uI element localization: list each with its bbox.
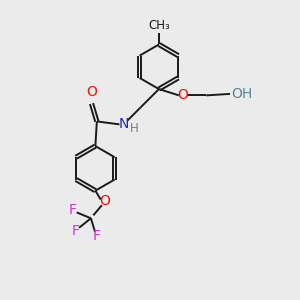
Text: O: O (99, 194, 110, 208)
Text: N: N (118, 117, 129, 131)
Text: O: O (177, 88, 188, 102)
Text: F: F (92, 229, 100, 242)
Text: F: F (71, 224, 80, 238)
Text: OH: OH (231, 87, 253, 101)
Text: CH₃: CH₃ (148, 19, 170, 32)
Text: O: O (86, 85, 97, 99)
Text: H: H (130, 122, 139, 135)
Text: F: F (69, 203, 77, 217)
